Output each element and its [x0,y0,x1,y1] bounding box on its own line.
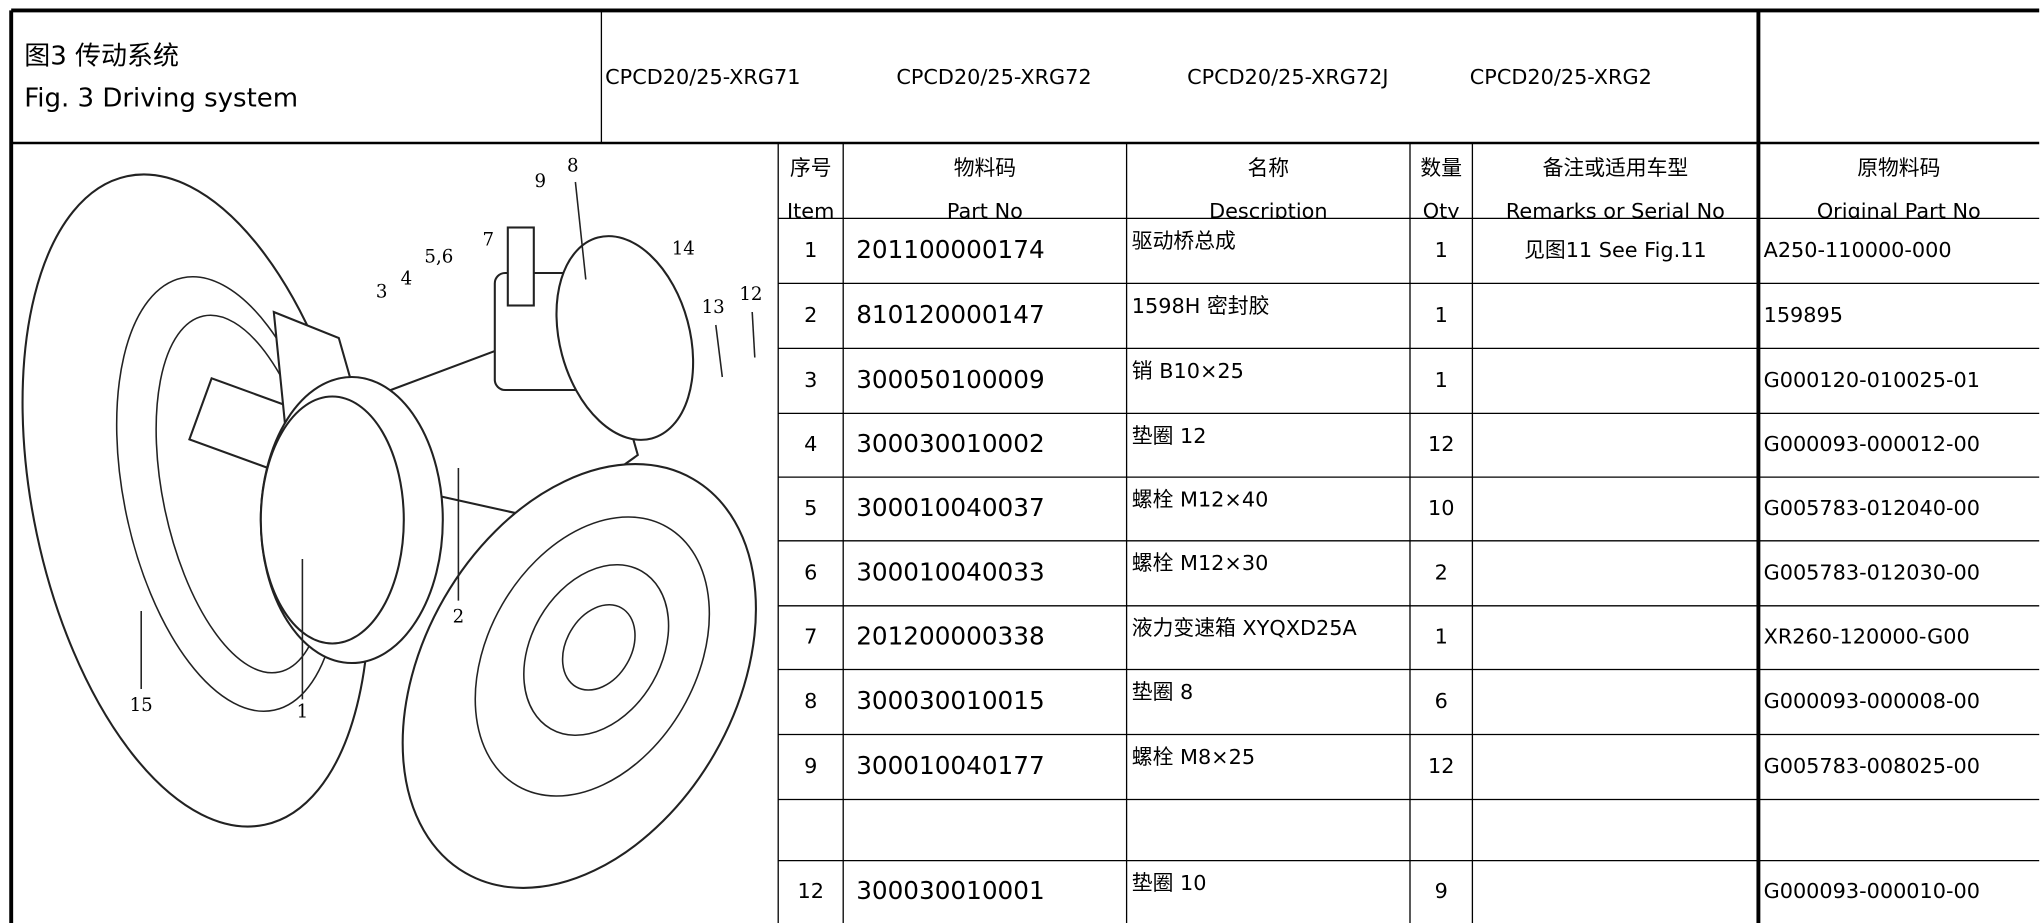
column-header: Remarks or Serial No [1506,199,1725,223]
column-header: 数量 [1420,156,1462,180]
model-name: CPCD20/25-XRG72J [1187,65,1388,89]
table-cell: 7 [804,625,817,649]
table-cell: 1 [804,238,817,262]
table-cell: 12 [797,879,823,903]
table-header: 序号 Item 物料码 Part No 名称 Description 数量 Qty 备注或适用车… [787,156,1981,223]
column-header: 物料码 [954,156,1016,180]
column-header: 原物料码 [1857,156,1940,180]
callout: 7 [483,229,495,250]
table-cell: 1 [1435,368,1448,392]
table-cell: A250-110000-000 [1764,238,1952,262]
table-cell: 螺栓 M8×25 [1132,745,1255,769]
table-cell: 4 [804,432,817,456]
table-cell: 300010040033 [856,557,1044,586]
table-cell: G000093-000010-00 [1764,879,1980,903]
table-cell: 201200000338 [856,622,1044,651]
table-cell: 6 [1435,689,1448,713]
table-cell: 螺栓 M12×30 [1132,551,1269,575]
callout: 3 [376,282,388,303]
table-cell: 10 [1428,496,1454,520]
table-cell: 1598H 密封胶 [1132,294,1270,318]
callout: 14 [672,239,695,260]
table-cell: 2 [1435,560,1448,584]
column-header: 备注或适用车型 [1543,156,1689,180]
table-cell: 300050100009 [856,365,1044,394]
table-cell: 液力变速箱 XYQXD25A [1132,616,1358,640]
callout: 4 [401,269,413,290]
table-cell: 垫圈 10 [1132,871,1207,895]
callout: 2 [453,607,465,628]
table-cell: 159895 [1764,303,1843,327]
table-cell: 300030010002 [856,429,1044,458]
table-cell: 驱动桥总成 [1132,229,1236,253]
table-cell: 销 B10×25 [1132,359,1244,383]
callout: 12 [739,284,762,305]
table-cell: G000093-000008-00 [1764,689,1980,713]
table-cell: 9 [1435,879,1448,903]
table-cell: XR260-120000-G00 [1764,625,1970,649]
table-cell: 810120000147 [856,300,1044,329]
table-cell: G000120-010025-01 [1764,368,1980,392]
table-cell: G000093-000012-00 [1764,432,1980,456]
table-cell: 3 [804,368,817,392]
table-cell: 6 [804,560,817,584]
column-header: Qty [1423,199,1460,223]
table-cell: 见图11 See Fig.11 [1524,238,1707,262]
table-cell: G005783-012040-00 [1764,496,1980,520]
column-header: 序号 [790,156,832,180]
illustration [21,173,757,889]
table-cell: 201100000174 [856,235,1044,264]
callout: 13 [702,297,725,318]
table-cell: 300030010015 [856,686,1044,715]
table-cell: 5 [804,496,817,520]
table-cell: 300030010001 [856,876,1044,905]
column-header: Original Part No [1817,199,1981,223]
table-cell: 螺栓 M12×40 [1132,487,1269,511]
title-cn: 图3 传动系统 [24,42,179,72]
table-cell: 12 [1428,432,1454,456]
table-cell: 8 [804,689,817,713]
callout: 9 [535,171,547,192]
table-cell: G005783-008025-00 [1764,754,1980,778]
model-name: CPCD20/25-XRG2 [1470,65,1652,89]
table-cell: 垫圈 12 [1132,424,1207,448]
table-cell: 9 [804,754,817,778]
table-cell: 300010040037 [856,493,1044,522]
model-name: CPCD20/25-XRG71 [605,65,800,89]
table-cell: 1 [1435,303,1448,327]
table-cell: 垫圈 8 [1132,680,1193,704]
callout: 1 [297,701,309,722]
table-cell: 12 [1428,754,1454,778]
model-name: CPCD20/25-XRG72 [896,65,1091,89]
callout: 15 [130,695,153,716]
table-cell: 1 [1435,625,1448,649]
table-cell: G005783-012030-00 [1764,560,1980,584]
callout: 8 [567,155,579,176]
table-cell: 2 [804,303,817,327]
table-cell: 300010040177 [856,751,1044,780]
column-header: Item [787,199,834,223]
title-en: Fig. 3 Driving system [24,83,298,113]
column-header: Description [1209,199,1327,223]
column-header: Part No [947,199,1023,223]
table-cell: 1 [1435,238,1448,262]
column-header: 名称 [1248,156,1290,180]
callout: 5,6 [424,246,453,267]
